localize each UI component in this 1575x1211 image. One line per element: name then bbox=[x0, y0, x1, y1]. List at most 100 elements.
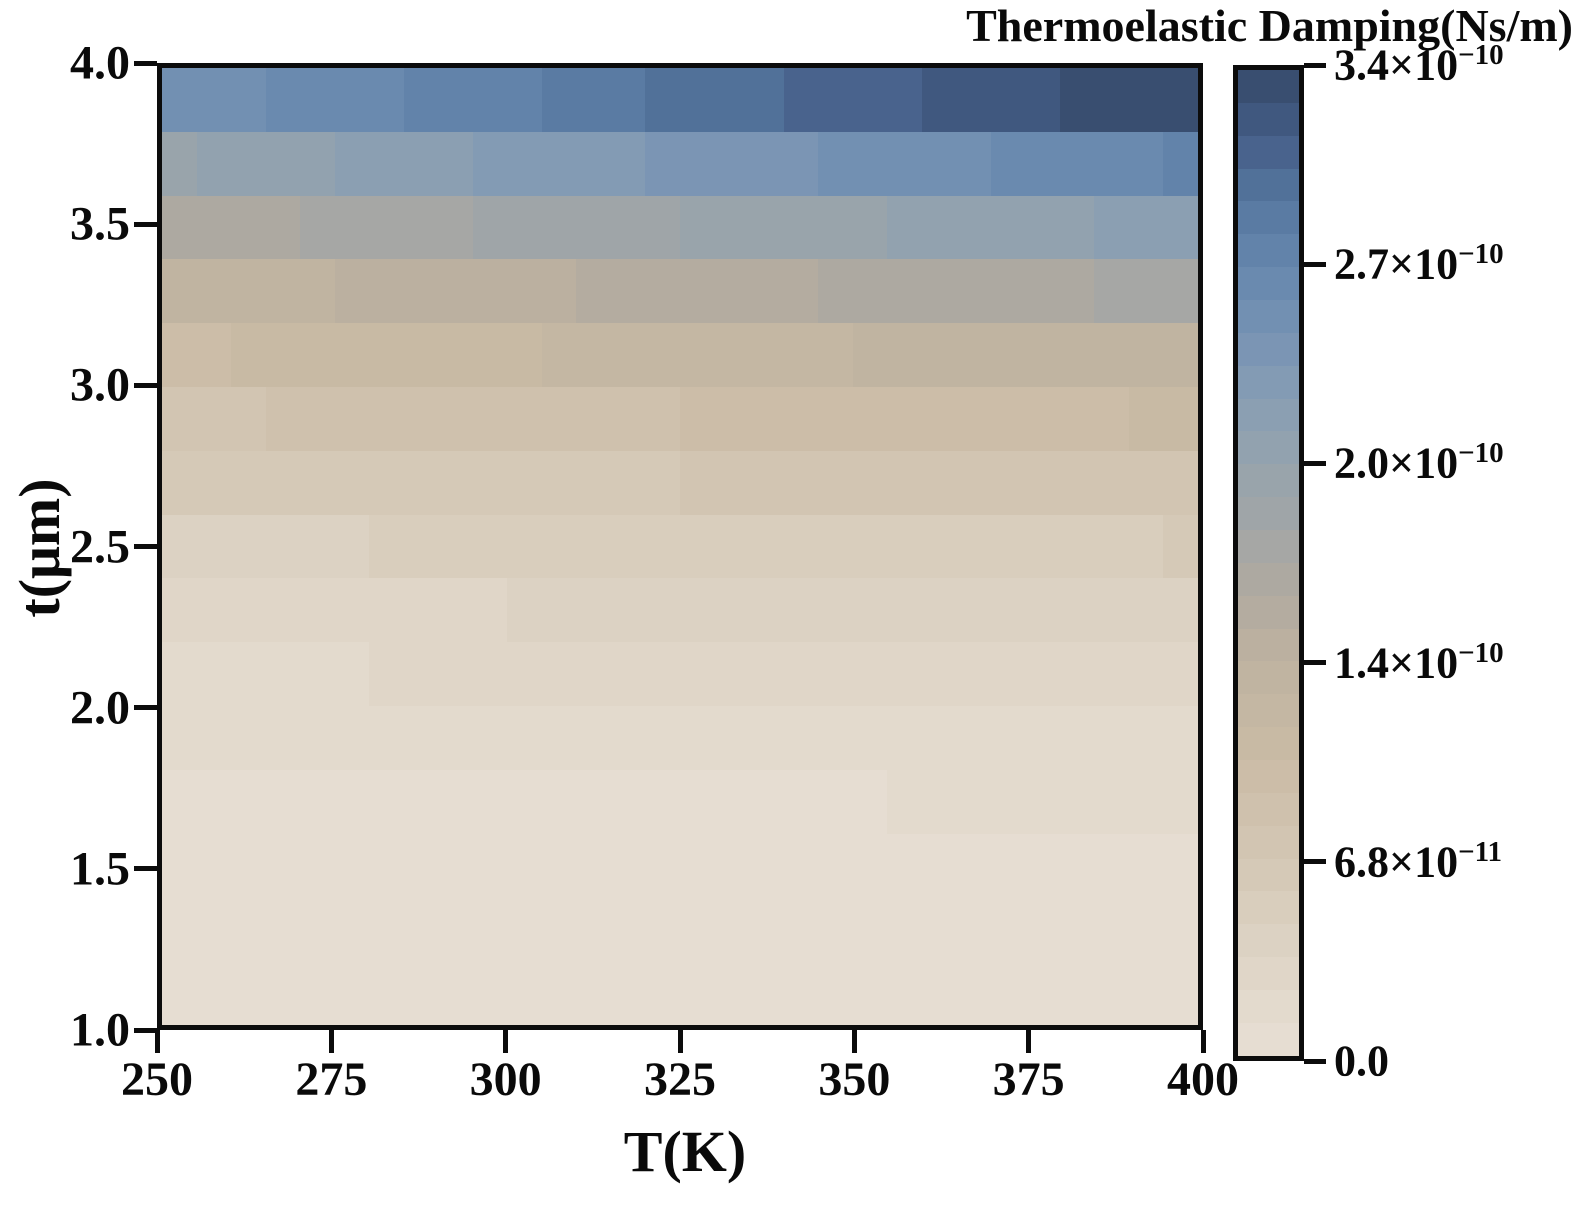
heatmap-cell bbox=[334, 259, 370, 324]
heatmap-cell bbox=[403, 961, 439, 1025]
heatmap-cell bbox=[1094, 195, 1129, 260]
colorbar-band bbox=[1238, 300, 1299, 333]
heatmap-cell bbox=[679, 642, 715, 706]
heatmap-cell bbox=[921, 642, 957, 706]
heatmap-cell bbox=[162, 578, 197, 643]
heatmap-cell bbox=[714, 259, 750, 324]
heatmap-cell bbox=[1128, 769, 1164, 834]
heatmap-cell bbox=[541, 259, 577, 324]
heatmap-cell bbox=[990, 131, 1026, 196]
heatmap-cell bbox=[576, 450, 611, 515]
heatmap-cell bbox=[1025, 131, 1060, 196]
heatmap-cell bbox=[990, 961, 1026, 1025]
heatmap-cell bbox=[921, 68, 957, 132]
heatmap-cell bbox=[990, 514, 1026, 579]
heatmap-cell bbox=[749, 833, 784, 898]
heatmap-cell bbox=[852, 705, 888, 770]
heatmap-cell bbox=[1128, 961, 1164, 1025]
heatmap-cell bbox=[852, 450, 888, 515]
heatmap-cell bbox=[921, 131, 957, 196]
heatmap-cell bbox=[1059, 131, 1095, 196]
heatmap-cell bbox=[1025, 450, 1060, 515]
heatmap-cell bbox=[679, 961, 715, 1025]
heatmap-cell bbox=[403, 323, 439, 387]
heatmap-cell bbox=[231, 705, 266, 770]
heatmap-cell bbox=[576, 195, 611, 260]
chart-title: Thermoelastic Damping(Ns/m) bbox=[966, 0, 1573, 51]
heatmap-cell bbox=[507, 514, 542, 579]
colorbar-band bbox=[1238, 760, 1299, 793]
heatmap-cell bbox=[749, 769, 784, 834]
heatmap-cell bbox=[334, 833, 370, 898]
heatmap-cell bbox=[1163, 514, 1198, 579]
heatmap-cell bbox=[1163, 769, 1198, 834]
heatmap-cell bbox=[645, 195, 680, 260]
heatmap-cell bbox=[783, 323, 819, 387]
heatmap-cell bbox=[1128, 131, 1164, 196]
heatmap-cell bbox=[783, 833, 819, 898]
x-tick-mark bbox=[154, 1030, 160, 1053]
heatmap-cell bbox=[956, 514, 991, 579]
heatmap-cell bbox=[645, 131, 680, 196]
heatmap-cell bbox=[231, 897, 266, 962]
heatmap-cell bbox=[162, 705, 197, 770]
heatmap-cell bbox=[610, 642, 646, 706]
heatmap-cell bbox=[1163, 897, 1198, 962]
heatmap-cell bbox=[714, 897, 750, 962]
colorbar-band bbox=[1238, 924, 1299, 958]
heatmap-cell bbox=[541, 833, 577, 898]
heatmap-cell bbox=[403, 642, 439, 706]
heatmap-cell bbox=[196, 961, 232, 1025]
heatmap-cell bbox=[1163, 195, 1198, 260]
heatmap-cell bbox=[714, 514, 750, 579]
y-tick-label: 3.5 bbox=[70, 197, 130, 251]
heatmap-cell bbox=[472, 642, 508, 706]
heatmap-cell bbox=[403, 68, 439, 132]
heatmap-cell bbox=[921, 386, 957, 451]
heatmap-cell bbox=[541, 323, 577, 387]
heatmap-cell bbox=[196, 897, 232, 962]
colorbar-tick-mark bbox=[1304, 1058, 1326, 1064]
heatmap-cell bbox=[852, 131, 888, 196]
heatmap-cell bbox=[783, 259, 819, 324]
colorbar-tick-mark bbox=[1304, 62, 1326, 68]
heatmap-cell bbox=[403, 450, 439, 515]
heatmap-cell bbox=[162, 514, 197, 579]
heatmap-cell bbox=[1059, 769, 1095, 834]
heatmap-cell bbox=[162, 386, 197, 451]
heatmap-cell bbox=[1025, 769, 1060, 834]
heatmap-cell bbox=[1094, 961, 1129, 1025]
heatmap-cell bbox=[679, 833, 715, 898]
heatmap-cell bbox=[403, 705, 439, 770]
heatmap-cell bbox=[1025, 386, 1060, 451]
heatmap-cell bbox=[887, 68, 922, 132]
heatmap-cell bbox=[645, 705, 680, 770]
heatmap-cell bbox=[507, 323, 542, 387]
y-tick-label: 1.0 bbox=[70, 1003, 130, 1057]
heatmap-cell bbox=[921, 514, 957, 579]
colorbar-tick-label: 2.0×10−10 bbox=[1334, 437, 1504, 488]
heatmap-cell bbox=[196, 514, 232, 579]
heatmap-cell bbox=[956, 961, 991, 1025]
heatmap-cell bbox=[472, 514, 508, 579]
heatmap-cell bbox=[576, 514, 611, 579]
heatmap-cell bbox=[403, 386, 439, 451]
heatmap-cell bbox=[990, 68, 1026, 132]
heatmap-cell bbox=[1128, 68, 1164, 132]
colorbar-band bbox=[1238, 957, 1299, 991]
heatmap-cell bbox=[714, 131, 750, 196]
heatmap-cell bbox=[956, 195, 991, 260]
heatmap-cell bbox=[196, 833, 232, 898]
heatmap-cell bbox=[438, 514, 473, 579]
heatmap-cell bbox=[334, 450, 370, 515]
heatmap-cell bbox=[300, 897, 335, 962]
heatmap-cell bbox=[231, 961, 266, 1025]
y-tick-label: 2.5 bbox=[70, 520, 130, 573]
heatmap-cell bbox=[1094, 68, 1129, 132]
y-axis-title: t(μm) bbox=[7, 478, 72, 618]
heatmap-cell bbox=[714, 450, 750, 515]
colorbar-band bbox=[1238, 891, 1299, 925]
heatmap-cell bbox=[265, 386, 301, 451]
heatmap-cell bbox=[1059, 450, 1095, 515]
heatmap-cell bbox=[645, 897, 680, 962]
